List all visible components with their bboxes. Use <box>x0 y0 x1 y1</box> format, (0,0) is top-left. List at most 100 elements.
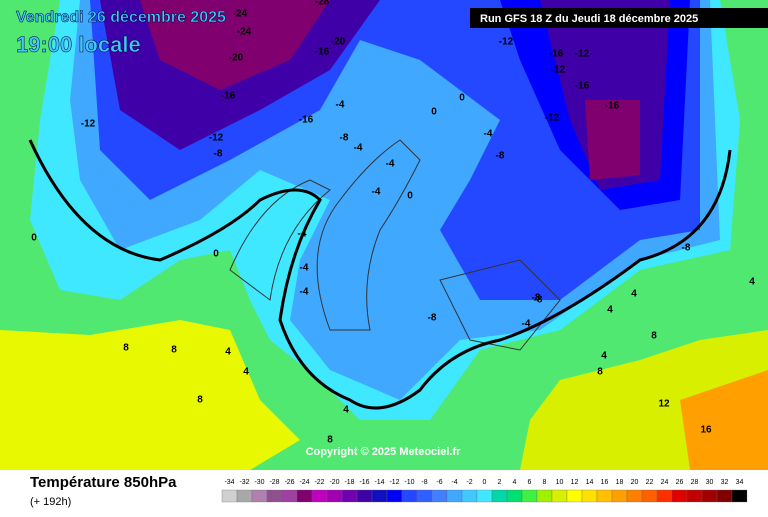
legend-swatch <box>491 489 508 503</box>
legend-label: 32 <box>721 479 729 486</box>
legend-swatch <box>551 489 568 503</box>
legend-swatch <box>476 489 493 503</box>
legend-label: -24 <box>299 479 309 486</box>
legend-swatch <box>716 489 733 503</box>
legend-label: -32 <box>239 479 249 486</box>
legend-label: -16 <box>359 479 369 486</box>
contour-label: 0 <box>431 107 437 118</box>
contour-label: -4 <box>298 229 307 240</box>
contour-label: -8 <box>496 151 505 162</box>
footer-title: Température 850hPa <box>30 474 177 491</box>
legend-swatch <box>356 489 373 503</box>
contour-label: -8 <box>534 295 543 306</box>
legend-swatch <box>221 489 238 503</box>
time: 19:00 locale <box>16 32 141 57</box>
legend-swatch <box>311 489 328 503</box>
map <box>0 0 768 470</box>
legend-swatch <box>521 489 538 503</box>
legend-label: 22 <box>646 479 654 486</box>
legend-label: -30 <box>254 479 264 486</box>
run-info: Run GFS 18 Z du Jeudi 18 décembre 2025 <box>480 13 698 25</box>
contour-label: -8 <box>340 133 349 144</box>
contour-label: -4 <box>386 159 395 170</box>
footer-lead: (+ 192h) <box>30 496 71 508</box>
legend-label: -20 <box>329 479 339 486</box>
legend-label: 0 <box>483 479 487 486</box>
legend-label: 4 <box>513 479 517 486</box>
hot-region <box>680 370 768 470</box>
legend-swatch <box>236 489 253 503</box>
arctic-core <box>585 100 640 180</box>
legend-swatch <box>626 489 643 503</box>
legend-swatch <box>296 489 313 503</box>
legend-swatch <box>506 489 523 503</box>
contour-label: 0 <box>31 233 37 244</box>
legend-label: 20 <box>631 479 639 486</box>
legend-swatch <box>431 489 448 503</box>
legend-label: -6 <box>436 479 442 486</box>
legend: -34 -32 -30 -28 -26 -24 -22 -20 -18 -16 -14 -12 -10-… <box>221 479 748 503</box>
legend-swatch <box>536 489 553 503</box>
contour-label: -16 <box>549 49 564 60</box>
legend-label: 12 <box>571 479 579 486</box>
contour-label: -12 <box>575 49 590 60</box>
legend-label: 10 <box>556 479 564 486</box>
contour-label: 4 <box>225 347 231 358</box>
contour-label: -20 <box>331 37 346 48</box>
legend-swatch <box>326 489 343 503</box>
legend-swatch <box>371 489 388 503</box>
contour-label: 16 <box>700 425 712 436</box>
date: Vendredi 26 décembre 2025 <box>16 9 226 26</box>
contour-label: 0 <box>213 249 219 260</box>
legend-swatch <box>701 489 718 503</box>
legend-swatch <box>416 489 433 503</box>
contour-label: -4 <box>354 143 363 154</box>
contour-label: -24 <box>237 27 252 38</box>
legend-swatch <box>731 489 748 503</box>
contour-label: -8 <box>428 313 437 324</box>
contour-label: 12 <box>658 399 670 410</box>
legend-swatch <box>386 489 403 503</box>
contour-label: -4 <box>522 319 531 330</box>
legend-swatch <box>401 489 418 503</box>
contour-label: 0 <box>407 191 413 202</box>
legend-label: 18 <box>616 479 624 486</box>
legend-swatch <box>596 489 613 503</box>
contour-label: -4 <box>300 287 309 298</box>
legend-label: -8 <box>421 479 427 486</box>
legend-label: 24 <box>661 479 669 486</box>
legend-swatch <box>266 489 283 503</box>
legend-swatch <box>641 489 658 503</box>
contour-label: -16 <box>315 47 330 58</box>
contour-label: -16 <box>605 101 620 112</box>
coastline <box>229 139 561 351</box>
contour-label: 8 <box>597 367 603 378</box>
legend-label: -28 <box>269 479 279 486</box>
legend-label: 28 <box>691 479 699 486</box>
contour-label: 8 <box>123 343 129 354</box>
legend-swatch <box>656 489 673 503</box>
copyright: Copyright © 2025 Meteociel.fr <box>306 446 462 458</box>
run-box <box>470 8 768 28</box>
legend-label: 16 <box>601 479 609 486</box>
contour-label: -12 <box>545 113 560 124</box>
contour-labels: -24-28-20-24-16-20-16-12 -16-12-8-4-8-400… <box>31 0 755 446</box>
warm-region <box>0 320 300 470</box>
contour-label: -12 <box>551 65 566 76</box>
contour-label: -24 <box>233 9 248 20</box>
legend-label: 2 <box>498 479 502 486</box>
contour-label: 8 <box>171 345 177 356</box>
contour-label: -4 <box>484 129 493 140</box>
legend-swatch <box>686 489 703 503</box>
contour-label: -16 <box>299 115 314 126</box>
legend-swatch <box>611 489 628 503</box>
contour-label: 8 <box>327 435 333 446</box>
contour-label: 4 <box>749 277 755 288</box>
contour-label: -8 <box>532 293 541 304</box>
legend-label: 26 <box>676 479 684 486</box>
legend-label: -34 <box>224 479 234 486</box>
legend-label: -10 <box>404 479 414 486</box>
arctic-core <box>140 0 330 90</box>
contour-label: -28 <box>315 0 330 8</box>
